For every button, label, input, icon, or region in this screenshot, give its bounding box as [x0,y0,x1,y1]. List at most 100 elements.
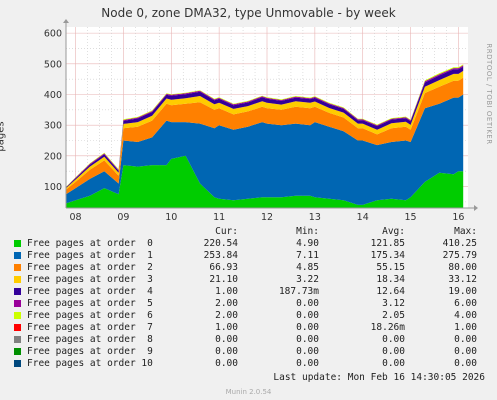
y-tick-label: 400 [44,90,62,101]
legend-swatch [14,360,21,367]
legend-cur: 253.84 [203,250,238,261]
legend-cur: 0.00 [215,334,238,345]
legend-min: 4.85 [296,262,319,273]
legend-label: Free pages at order 4 [27,286,153,297]
legend-label: Free pages at order 6 [27,310,153,321]
legend-max: 0.00 [454,358,477,369]
legend-header-cur: Cur: [215,226,238,237]
legend-avg: 3.12 [382,298,405,309]
legend-max: 0.00 [454,334,477,345]
legend-min: 0.00 [296,322,319,333]
legend-min: 0.00 [296,358,319,369]
x-tick-label: 14 [357,212,369,223]
legend-min: 7.11 [296,250,319,261]
legend-avg: 121.85 [370,238,405,249]
legend-header-avg: Avg: [382,226,405,237]
legend-max: 1.00 [454,322,477,333]
legend-avg: 0.00 [382,346,405,357]
legend-label: Free pages at order 3 [27,274,153,285]
area-order-3 [66,70,464,190]
legend-swatch [14,288,21,295]
legend-swatch [14,348,21,355]
y-axis-arrow [63,19,69,23]
legend-label: Free pages at order 0 [27,238,153,249]
legend-min: 187.73m [278,286,319,297]
legend-avg: 18.34 [376,274,405,285]
legend-row: Free pages at order 1 253.84 7.11 175.34 275… [0,250,497,261]
legend-row: Free pages at order 3 21.10 3.22 18.34 33.12 [0,274,497,285]
legend-row: Free pages at order 0 220.54 4.90 121.85 410… [0,238,497,249]
area-order-1 [66,94,464,205]
legend-swatch [14,312,21,319]
legend-max: 80.00 [448,262,477,273]
legend-row: Free pages at order 6 2.00 0.00 2.05 4.00 [0,310,497,321]
legend-min: 0.00 [296,334,319,345]
x-tick-label: 15 [405,212,417,223]
legend-row: Free pages at order 10 0.00 0.00 0.00 0.00 [0,358,497,369]
legend-min: 0.00 [296,310,319,321]
legend-cur: 66.93 [209,262,238,273]
legend-label: Free pages at order 5 [27,298,153,309]
legend-cur: 1.00 [215,286,238,297]
legend-max: 0.00 [454,346,477,357]
chart-title: Node 0, zone DMA32, type Unmovable - by … [101,6,396,20]
y-tick-label: 200 [44,151,62,162]
legend-label: Free pages at order 1 [27,250,153,261]
legend-avg: 18.26m [370,322,405,333]
legend-cur: 21.10 [209,274,238,285]
y-tick-label: 600 [44,29,62,40]
legend-max: 19.00 [448,286,477,297]
legend-cur: 0.00 [215,358,238,369]
axes [63,19,478,211]
x-tick-label: 12 [261,212,273,223]
legend-avg: 0.00 [382,358,405,369]
legend-max: 4.00 [454,310,477,321]
legend-avg: 12.64 [376,286,405,297]
legend-min: 0.00 [296,346,319,357]
x-tick-label: 10 [165,212,177,223]
legend-header: Cur: Min: Avg: Max: [0,226,497,237]
legend-cur: 1.00 [215,322,238,333]
legend-max: 6.00 [454,298,477,309]
legend-row: Free pages at order 5 2.00 0.00 3.12 6.00 [0,298,497,309]
legend-cur: 2.00 [215,298,238,309]
legend-label: Free pages at order 8 [27,334,153,345]
area-order-6 [66,64,464,188]
legend-avg: 2.05 [382,310,405,321]
series-areas [66,64,464,208]
y-tick-label: 100 [44,182,62,193]
legend-cur: 220.54 [203,238,238,249]
legend-min: 4.90 [296,238,319,249]
legend-row: Free pages at order 7 1.00 0.00 18.26m 1.00 [0,322,497,333]
legend-swatch [14,240,21,247]
legend-row: Free pages at order 2 66.93 4.85 55.15 80.00 [0,262,497,273]
legend-swatch [14,252,21,259]
legend-header-max: Max: [454,226,477,237]
area-order-5 [66,65,464,188]
legend-label: Free pages at order 10 [27,358,153,369]
last-update: Last update: Mon Feb 16 14:30:05 2026 [273,372,485,383]
legend-avg: 0.00 [382,334,405,345]
area-order-2 [66,77,464,195]
x-tick-label: 09 [117,212,129,223]
legend-min: 0.00 [296,298,319,309]
x-tick-label: 16 [452,212,464,223]
version-label: Munin 2.0.54 [225,388,272,396]
x-tick-label: 13 [309,212,321,223]
legend-label: Free pages at order 7 [27,322,153,333]
area-order-0 [66,155,464,208]
legend-label: Free pages at order 2 [27,262,153,273]
legend-max: 410.25 [442,238,477,249]
tick-labels: 100 200 300 400 500 600 08 09 10 11 12 13 14 15 16 [44,29,465,223]
x-tick-label: 08 [70,212,82,223]
legend-cur: 2.00 [215,310,238,321]
y-tick-label: 300 [44,121,62,132]
legend-max: 33.12 [448,274,477,285]
legend-cur: 0.00 [215,346,238,357]
legend-avg: 175.34 [370,250,405,261]
area-order-4 [66,66,464,189]
legend-swatch [14,300,21,307]
y-tick-label: 500 [44,59,62,70]
legend-swatch [14,276,21,283]
legend-swatch [14,336,21,343]
